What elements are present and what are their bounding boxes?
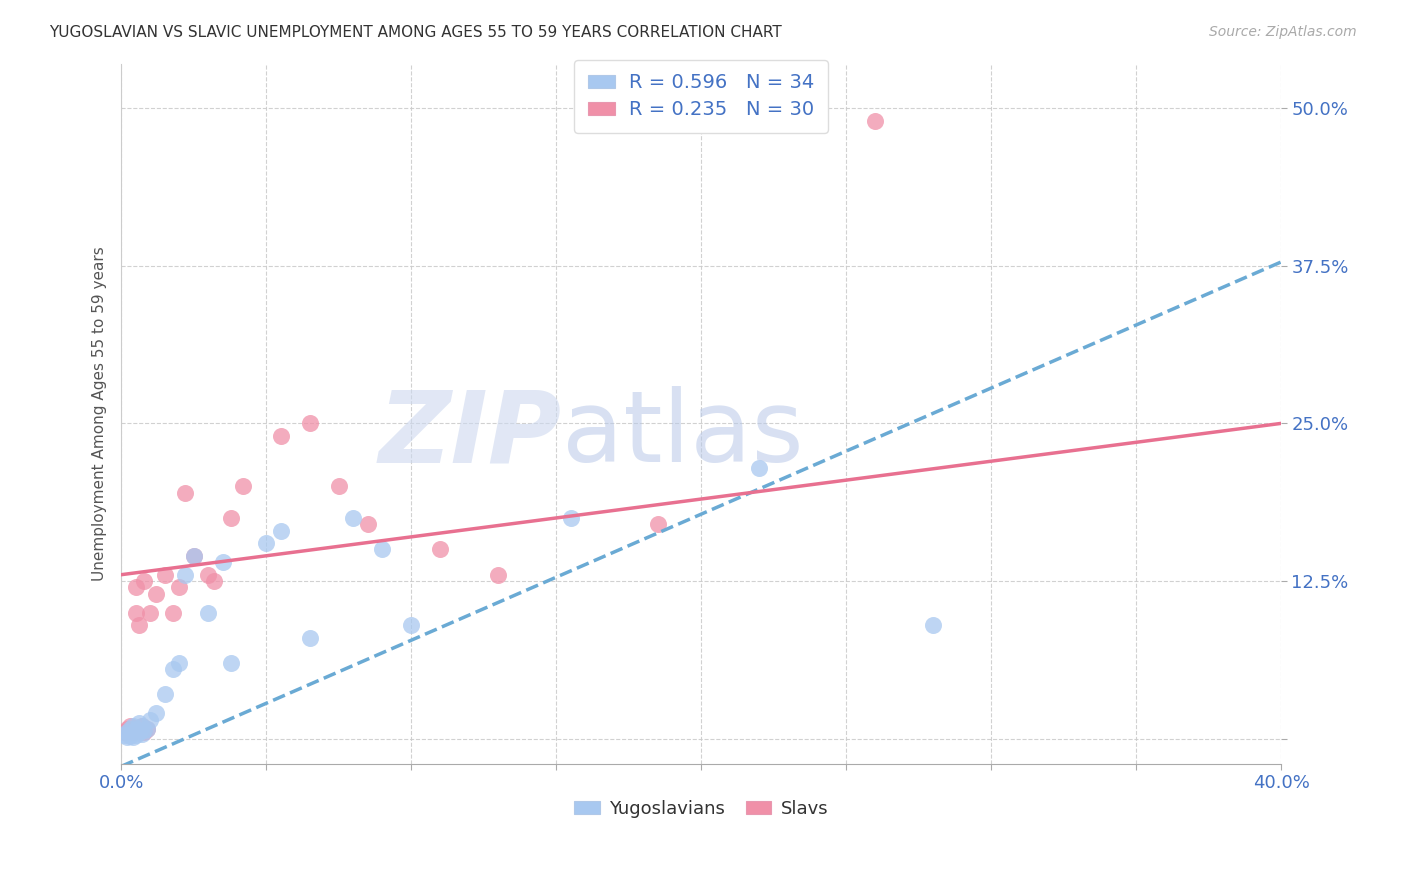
Point: [254, 536, 277, 550]
Point: [131, 726, 153, 740]
Point: [125, 606, 148, 620]
Point: [560, 511, 582, 525]
Point: [197, 606, 219, 620]
Point: [183, 549, 205, 563]
Point: [167, 656, 190, 670]
Point: [174, 485, 197, 500]
Point: [647, 517, 669, 532]
Legend: Yugoslavians, Slavs: Yugoslavians, Slavs: [567, 792, 835, 825]
Text: Source: ZipAtlas.com: Source: ZipAtlas.com: [1209, 25, 1357, 39]
Point: [131, 719, 153, 733]
Point: [863, 113, 886, 128]
Point: [221, 656, 243, 670]
Point: [167, 580, 190, 594]
Point: [298, 631, 321, 645]
Point: [121, 731, 143, 745]
Point: [121, 719, 143, 733]
Point: [115, 725, 138, 739]
Point: [131, 719, 153, 733]
Point: [115, 722, 138, 736]
Point: [162, 662, 184, 676]
Point: [145, 586, 167, 600]
Point: [270, 429, 292, 443]
Point: [139, 606, 162, 620]
Point: [118, 719, 141, 733]
Point: [112, 728, 135, 742]
Point: [748, 460, 770, 475]
Point: [121, 725, 143, 739]
Point: [183, 549, 205, 563]
Point: [128, 725, 150, 739]
Text: ZIP: ZIP: [380, 386, 562, 483]
Point: [128, 716, 150, 731]
Point: [118, 722, 141, 736]
Point: [128, 618, 150, 632]
Point: [136, 722, 159, 736]
Point: [399, 618, 422, 632]
Y-axis label: Unemployment Among Ages 55 to 59 years: Unemployment Among Ages 55 to 59 years: [93, 246, 107, 582]
Point: [118, 729, 141, 743]
Point: [162, 606, 184, 620]
Point: [328, 479, 350, 493]
Point: [115, 731, 138, 745]
Point: [153, 567, 176, 582]
Point: [270, 524, 292, 538]
Point: [298, 417, 321, 431]
Point: [112, 725, 135, 739]
Point: [134, 725, 156, 739]
Point: [371, 542, 394, 557]
Point: [125, 722, 148, 736]
Point: [357, 517, 380, 532]
Point: [202, 574, 225, 588]
Point: [232, 479, 254, 493]
Point: [342, 511, 364, 525]
Point: [125, 580, 148, 594]
Point: [211, 555, 233, 569]
Point: [139, 713, 162, 727]
Point: [134, 574, 156, 588]
Point: [145, 706, 167, 721]
Point: [486, 567, 509, 582]
Point: [174, 567, 197, 582]
Point: [197, 567, 219, 582]
Point: [429, 542, 451, 557]
Text: atlas: atlas: [562, 386, 804, 483]
Point: [134, 723, 156, 737]
Point: [922, 618, 945, 632]
Text: YUGOSLAVIAN VS SLAVIC UNEMPLOYMENT AMONG AGES 55 TO 59 YEARS CORRELATION CHART: YUGOSLAVIAN VS SLAVIC UNEMPLOYMENT AMONG…: [49, 25, 782, 40]
Point: [136, 722, 159, 736]
Point: [153, 688, 176, 702]
Point: [125, 728, 148, 742]
Point: [221, 511, 243, 525]
